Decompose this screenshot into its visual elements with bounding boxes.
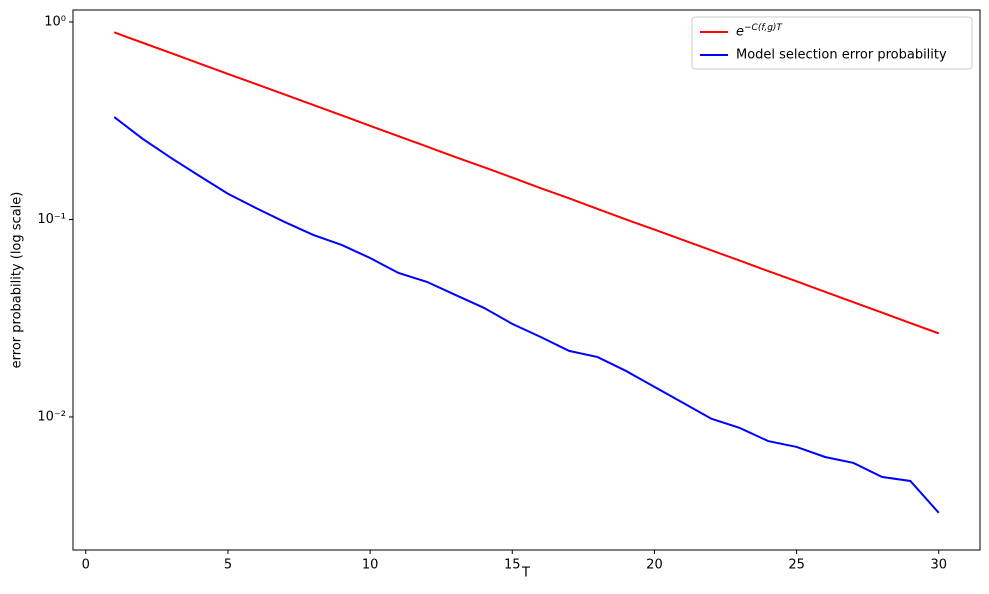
legend-superscript: −C(f,g)T: [744, 23, 783, 33]
x-tick-label: 10: [362, 558, 379, 573]
series-line: [113, 116, 940, 514]
x-tick-label: 20: [646, 558, 663, 573]
y-tick-label: 10⁰: [44, 14, 66, 29]
plot-frame: [72, 9, 981, 551]
legend-label: Model selection error probability: [736, 48, 947, 63]
series-line: [113, 31, 940, 335]
y-axis-label: error probability (log scale): [10, 192, 25, 369]
x-tick-label: 25: [788, 558, 805, 573]
x-tick-label: 5: [224, 558, 232, 573]
x-tick-label: 30: [930, 558, 947, 573]
y-tick-label: 10⁻²: [37, 409, 66, 424]
x-axis-label: T: [521, 566, 530, 581]
legend-box: [691, 16, 973, 70]
x-tick-label: 15: [504, 558, 521, 573]
y-tick-label: 10⁻¹: [37, 212, 66, 227]
x-tick-label: 0: [82, 558, 90, 573]
